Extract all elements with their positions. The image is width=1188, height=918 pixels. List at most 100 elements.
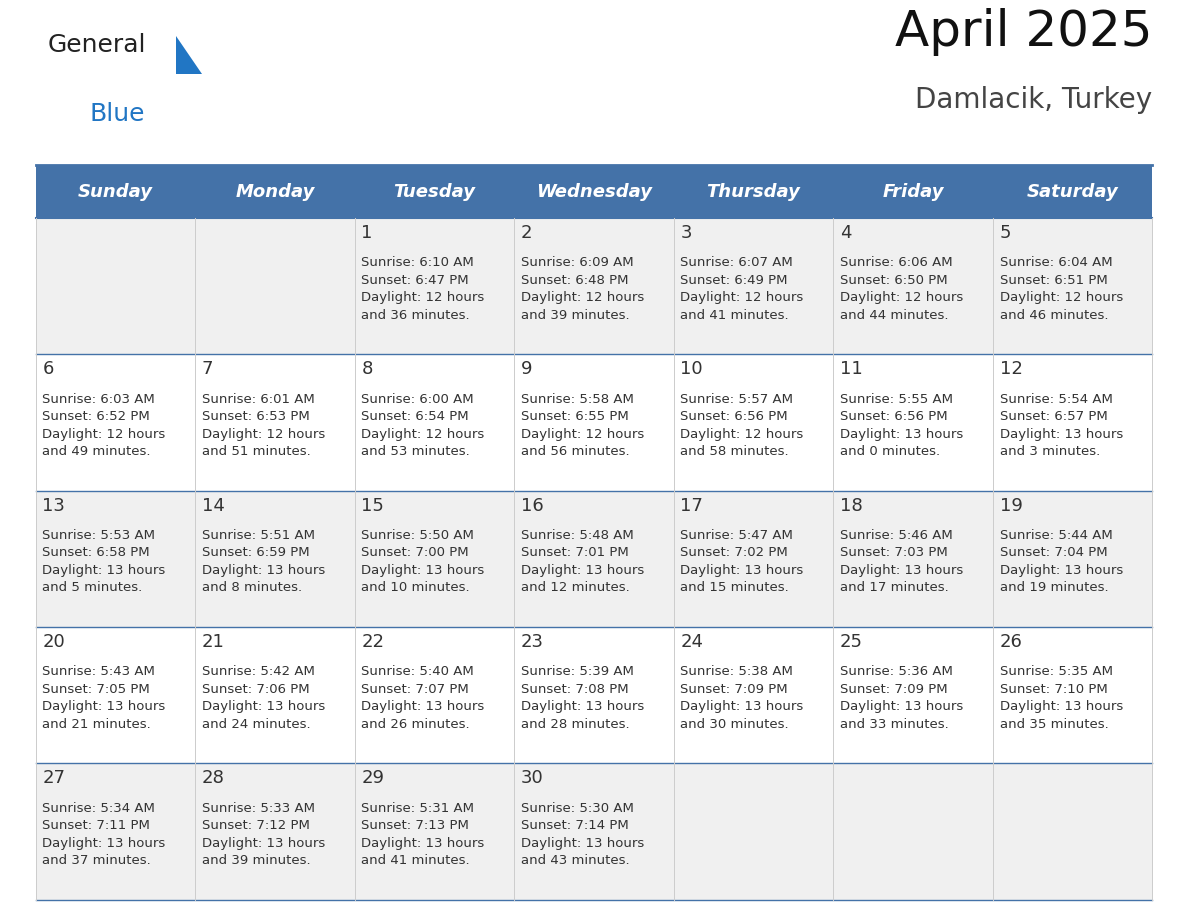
Text: Sunrise: 6:06 AM
Sunset: 6:50 PM
Daylight: 12 hours
and 44 minutes.: Sunrise: 6:06 AM Sunset: 6:50 PM Dayligh… (840, 256, 963, 322)
Text: Sunrise: 5:36 AM
Sunset: 7:09 PM
Daylight: 13 hours
and 33 minutes.: Sunrise: 5:36 AM Sunset: 7:09 PM Dayligh… (840, 666, 963, 731)
Text: 22: 22 (361, 633, 385, 651)
Text: Sunrise: 5:53 AM
Sunset: 6:58 PM
Daylight: 13 hours
and 5 minutes.: Sunrise: 5:53 AM Sunset: 6:58 PM Dayligh… (43, 529, 165, 595)
Text: Sunrise: 5:44 AM
Sunset: 7:04 PM
Daylight: 13 hours
and 19 minutes.: Sunrise: 5:44 AM Sunset: 7:04 PM Dayligh… (999, 529, 1123, 595)
Text: April 2025: April 2025 (895, 8, 1152, 56)
Bar (674, 491, 833, 627)
Text: 26: 26 (999, 633, 1023, 651)
Bar (833, 764, 993, 900)
Text: Sunrise: 6:09 AM
Sunset: 6:48 PM
Daylight: 12 hours
and 39 minutes.: Sunrise: 6:09 AM Sunset: 6:48 PM Dayligh… (520, 256, 644, 322)
Bar (514, 218, 674, 354)
Text: Sunrise: 5:50 AM
Sunset: 7:00 PM
Daylight: 13 hours
and 10 minutes.: Sunrise: 5:50 AM Sunset: 7:00 PM Dayligh… (361, 529, 485, 595)
Bar (993, 627, 1152, 764)
Text: Sunrise: 6:07 AM
Sunset: 6:49 PM
Daylight: 12 hours
and 41 minutes.: Sunrise: 6:07 AM Sunset: 6:49 PM Dayligh… (681, 256, 804, 322)
Bar (674, 627, 833, 764)
Bar (674, 165, 833, 218)
Text: 19: 19 (999, 497, 1023, 515)
Text: General: General (48, 33, 146, 57)
Bar (195, 627, 355, 764)
Bar (195, 165, 355, 218)
Text: Friday: Friday (883, 183, 943, 201)
Bar (36, 764, 195, 900)
Text: Sunrise: 5:33 AM
Sunset: 7:12 PM
Daylight: 13 hours
and 39 minutes.: Sunrise: 5:33 AM Sunset: 7:12 PM Dayligh… (202, 801, 326, 867)
Bar (833, 218, 993, 354)
Text: 21: 21 (202, 633, 225, 651)
Bar (355, 165, 514, 218)
Bar (195, 354, 355, 491)
Text: 23: 23 (520, 633, 544, 651)
Bar (36, 491, 195, 627)
Text: 13: 13 (43, 497, 65, 515)
Polygon shape (176, 37, 202, 74)
Text: 24: 24 (681, 633, 703, 651)
Text: Sunrise: 6:10 AM
Sunset: 6:47 PM
Daylight: 12 hours
and 36 minutes.: Sunrise: 6:10 AM Sunset: 6:47 PM Dayligh… (361, 256, 485, 322)
Text: Sunrise: 6:03 AM
Sunset: 6:52 PM
Daylight: 12 hours
and 49 minutes.: Sunrise: 6:03 AM Sunset: 6:52 PM Dayligh… (43, 393, 165, 458)
Text: Sunrise: 6:00 AM
Sunset: 6:54 PM
Daylight: 12 hours
and 53 minutes.: Sunrise: 6:00 AM Sunset: 6:54 PM Dayligh… (361, 393, 485, 458)
Bar (195, 218, 355, 354)
Text: 8: 8 (361, 360, 373, 378)
Text: 18: 18 (840, 497, 862, 515)
Text: 3: 3 (681, 224, 691, 242)
Bar (674, 354, 833, 491)
Text: 7: 7 (202, 360, 214, 378)
Bar (514, 165, 674, 218)
Bar (993, 764, 1152, 900)
Text: 5: 5 (999, 224, 1011, 242)
Bar (833, 491, 993, 627)
Text: Sunrise: 6:04 AM
Sunset: 6:51 PM
Daylight: 12 hours
and 46 minutes.: Sunrise: 6:04 AM Sunset: 6:51 PM Dayligh… (999, 256, 1123, 322)
Text: 2: 2 (520, 224, 532, 242)
Bar (514, 627, 674, 764)
Text: 6: 6 (43, 360, 53, 378)
Text: Sunrise: 5:57 AM
Sunset: 6:56 PM
Daylight: 12 hours
and 58 minutes.: Sunrise: 5:57 AM Sunset: 6:56 PM Dayligh… (681, 393, 804, 458)
Text: Monday: Monday (235, 183, 315, 201)
Bar (355, 218, 514, 354)
Bar (833, 354, 993, 491)
Text: 4: 4 (840, 224, 852, 242)
Text: Sunrise: 5:34 AM
Sunset: 7:11 PM
Daylight: 13 hours
and 37 minutes.: Sunrise: 5:34 AM Sunset: 7:11 PM Dayligh… (43, 801, 165, 867)
Text: 10: 10 (681, 360, 703, 378)
Text: Blue: Blue (89, 103, 145, 127)
Text: Sunday: Sunday (78, 183, 153, 201)
Bar (355, 354, 514, 491)
Text: Sunrise: 5:35 AM
Sunset: 7:10 PM
Daylight: 13 hours
and 35 minutes.: Sunrise: 5:35 AM Sunset: 7:10 PM Dayligh… (999, 666, 1123, 731)
Text: Sunrise: 5:40 AM
Sunset: 7:07 PM
Daylight: 13 hours
and 26 minutes.: Sunrise: 5:40 AM Sunset: 7:07 PM Dayligh… (361, 666, 485, 731)
Bar (514, 764, 674, 900)
Bar (514, 491, 674, 627)
Text: Saturday: Saturday (1026, 183, 1118, 201)
Text: 29: 29 (361, 769, 385, 788)
Bar (514, 354, 674, 491)
Text: 12: 12 (999, 360, 1023, 378)
Text: Sunrise: 5:54 AM
Sunset: 6:57 PM
Daylight: 13 hours
and 3 minutes.: Sunrise: 5:54 AM Sunset: 6:57 PM Dayligh… (999, 393, 1123, 458)
Text: 28: 28 (202, 769, 225, 788)
Text: Sunrise: 5:31 AM
Sunset: 7:13 PM
Daylight: 13 hours
and 41 minutes.: Sunrise: 5:31 AM Sunset: 7:13 PM Dayligh… (361, 801, 485, 867)
Bar (195, 764, 355, 900)
Text: Tuesday: Tuesday (393, 183, 475, 201)
Text: Wednesday: Wednesday (536, 183, 652, 201)
Text: Damlacik, Turkey: Damlacik, Turkey (915, 86, 1152, 114)
Bar (36, 354, 195, 491)
Text: Sunrise: 5:43 AM
Sunset: 7:05 PM
Daylight: 13 hours
and 21 minutes.: Sunrise: 5:43 AM Sunset: 7:05 PM Dayligh… (43, 666, 165, 731)
Text: Sunrise: 5:38 AM
Sunset: 7:09 PM
Daylight: 13 hours
and 30 minutes.: Sunrise: 5:38 AM Sunset: 7:09 PM Dayligh… (681, 666, 804, 731)
Bar (355, 764, 514, 900)
Text: 17: 17 (681, 497, 703, 515)
Bar (355, 491, 514, 627)
Text: Sunrise: 5:48 AM
Sunset: 7:01 PM
Daylight: 13 hours
and 12 minutes.: Sunrise: 5:48 AM Sunset: 7:01 PM Dayligh… (520, 529, 644, 595)
Text: Sunrise: 6:01 AM
Sunset: 6:53 PM
Daylight: 12 hours
and 51 minutes.: Sunrise: 6:01 AM Sunset: 6:53 PM Dayligh… (202, 393, 326, 458)
Bar (833, 165, 993, 218)
Bar (674, 218, 833, 354)
Text: Thursday: Thursday (707, 183, 801, 201)
Bar (195, 491, 355, 627)
Text: Sunrise: 5:51 AM
Sunset: 6:59 PM
Daylight: 13 hours
and 8 minutes.: Sunrise: 5:51 AM Sunset: 6:59 PM Dayligh… (202, 529, 326, 595)
Text: 16: 16 (520, 497, 544, 515)
Text: Sunrise: 5:39 AM
Sunset: 7:08 PM
Daylight: 13 hours
and 28 minutes.: Sunrise: 5:39 AM Sunset: 7:08 PM Dayligh… (520, 666, 644, 731)
Text: 9: 9 (520, 360, 532, 378)
Bar (355, 627, 514, 764)
Bar (36, 218, 195, 354)
Text: Sunrise: 5:55 AM
Sunset: 6:56 PM
Daylight: 13 hours
and 0 minutes.: Sunrise: 5:55 AM Sunset: 6:56 PM Dayligh… (840, 393, 963, 458)
Text: Sunrise: 5:47 AM
Sunset: 7:02 PM
Daylight: 13 hours
and 15 minutes.: Sunrise: 5:47 AM Sunset: 7:02 PM Dayligh… (681, 529, 804, 595)
Bar (36, 627, 195, 764)
Text: 1: 1 (361, 224, 373, 242)
Bar (36, 165, 195, 218)
Text: 11: 11 (840, 360, 862, 378)
Text: 20: 20 (43, 633, 65, 651)
Text: Sunrise: 5:58 AM
Sunset: 6:55 PM
Daylight: 12 hours
and 56 minutes.: Sunrise: 5:58 AM Sunset: 6:55 PM Dayligh… (520, 393, 644, 458)
